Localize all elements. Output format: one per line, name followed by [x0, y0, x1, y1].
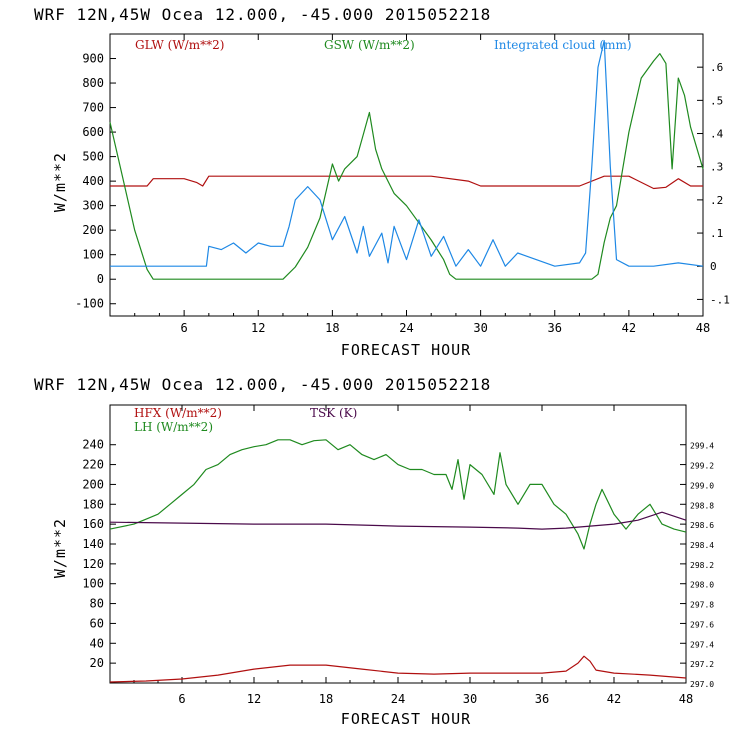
bottom-panel: WRF 12N,45W Ocea 12.000, -45.000 2015052…: [34, 375, 714, 728]
y-tick-label: 400: [82, 174, 104, 188]
bottom-plot-frame: [109, 404, 687, 684]
y2-tick-label: 298.0: [690, 581, 714, 590]
y2-tick-label: .5: [710, 94, 723, 107]
series-line-integrated: [110, 40, 704, 267]
series-line-glw: [110, 175, 703, 190]
y-tick-label: 800: [82, 76, 104, 90]
bottom-panel-header: WRF 12N,45W Ocea 12.000, -45.000 2015052…: [34, 375, 491, 394]
y2-tick-label: 299.0: [690, 481, 714, 490]
top-y-axis-label: W/m**2: [51, 152, 69, 212]
x-tick-label: 24: [391, 692, 405, 706]
y2-tick-label: 298.2: [690, 561, 714, 570]
y2-tick-label: 298.4: [690, 541, 714, 550]
y2-tick-label: .6: [710, 61, 723, 74]
y2-tick-label: 299.2: [690, 462, 714, 471]
top-panel-header: WRF 12N,45W Ocea 12.000, -45.000 2015052…: [34, 5, 491, 24]
x-tick-label: 36: [548, 321, 562, 335]
y2-tick-label: 298.6: [690, 521, 714, 530]
y-tick-label: 200: [82, 223, 104, 237]
y2-tick-label: .3: [710, 161, 723, 174]
y2-tick-label: 297.0: [690, 680, 714, 689]
y-tick-label: 20: [90, 656, 104, 670]
legend-tsk: TSK (K): [310, 406, 357, 420]
y-tick-label: 600: [82, 125, 104, 139]
y-tick-label: 60: [90, 616, 104, 630]
x-tick-label: 6: [178, 692, 185, 706]
y2-tick-label: 297.4: [690, 640, 714, 649]
y2-tick-label: 299.4: [690, 442, 714, 451]
legend-glw: GLW (W/m**2): [135, 38, 224, 52]
x-tick-label: 12: [247, 692, 261, 706]
legend-hfx: HFX (W/m**2): [134, 406, 222, 420]
y2-tick-label: -.1: [710, 293, 730, 306]
y2-tick-label: .1: [710, 227, 723, 240]
y-tick-label: 0: [97, 272, 104, 286]
bottom-y-axis-label: W/m**2: [51, 518, 69, 578]
bottom-x-axis-label: FORECAST HOUR: [341, 710, 471, 728]
x-tick-label: 48: [679, 692, 693, 706]
y-tick-label: 180: [82, 497, 104, 511]
series-line-hfx: [109, 655, 687, 683]
y2-tick-label: 297.8: [690, 601, 714, 610]
y-tick-label: 220: [82, 458, 104, 472]
y-tick-label: 300: [82, 199, 104, 213]
x-tick-label: 42: [622, 321, 636, 335]
top-panel: WRF 12N,45W Ocea 12.000, -45.000 2015052…: [34, 5, 730, 359]
top-x-axis-label: FORECAST HOUR: [341, 341, 471, 359]
legend-integrated-cloud: Integrated cloud (mm): [494, 38, 632, 52]
x-tick-label: 18: [325, 321, 339, 335]
y-tick-label: 100: [82, 248, 104, 262]
y2-tick-label: 297.2: [690, 660, 714, 669]
x-tick-label: 24: [399, 321, 413, 335]
x-tick-label: 12: [251, 321, 265, 335]
x-tick-label: 48: [696, 321, 710, 335]
x-tick-label: 30: [463, 692, 477, 706]
x-tick-label: 18: [319, 692, 333, 706]
x-tick-label: 36: [535, 692, 549, 706]
x-tick-label: 30: [473, 321, 487, 335]
top-plot-frame: [109, 33, 704, 317]
x-tick-label: 42: [607, 692, 621, 706]
y-tick-label: 140: [82, 537, 104, 551]
series-line-tsk: [109, 511, 687, 530]
y-tick-label: 100: [82, 577, 104, 591]
y2-tick-label: 298.8: [690, 501, 714, 510]
y-tick-label: 40: [90, 636, 104, 650]
legend-lh: LH (W/m**2): [134, 420, 213, 434]
y-tick-label: 900: [82, 52, 104, 66]
y2-tick-label: .4: [710, 128, 724, 141]
y-tick-label: 200: [82, 477, 104, 491]
x-tick-label: 6: [181, 321, 188, 335]
series-line-lh: [109, 439, 687, 550]
y2-tick-label: .2: [710, 194, 723, 207]
y-tick-label: 700: [82, 101, 104, 115]
y2-tick-label: 0: [710, 260, 717, 273]
y-tick-label: 120: [82, 557, 104, 571]
y-tick-label: 500: [82, 150, 104, 164]
legend-gsw: GSW (W/m**2): [324, 38, 415, 52]
y-tick-label: 80: [90, 597, 104, 611]
y-tick-label: -100: [75, 297, 104, 311]
series-line-gsw: [109, 53, 704, 280]
y2-tick-label: 297.6: [690, 620, 714, 629]
y-tick-label: 160: [82, 517, 104, 531]
y-tick-label: 240: [82, 438, 104, 452]
